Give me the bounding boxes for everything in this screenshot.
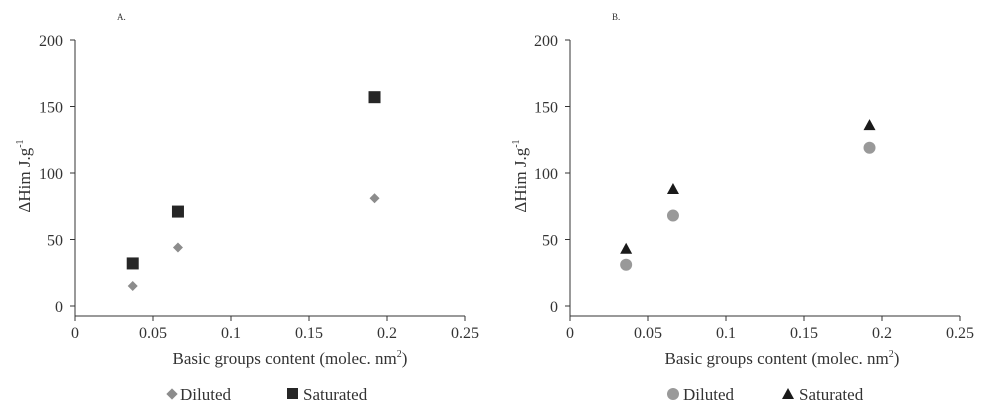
- y-tick-label-a: 0: [55, 299, 63, 316]
- y-axis-label-b: ΔHim J.g: [511, 147, 530, 212]
- legend-marker-diluted-b: [667, 388, 679, 400]
- y-tick-label-a: 150: [39, 100, 63, 117]
- point-diluted-a: [369, 193, 380, 204]
- x-axis-label-sup-b: 2: [889, 349, 894, 360]
- x-tick-label-a: 0.05: [139, 325, 167, 342]
- x-tick-label-b: 0.05: [634, 325, 662, 342]
- point-saturated-b: [666, 182, 679, 194]
- point-saturated-b: [863, 119, 876, 131]
- y-tick-label-a: 200: [39, 33, 63, 50]
- svg-text:Basic groups content (molec. n: Basic groups content (molec. nm2): [173, 349, 408, 368]
- y-axis-label-sup-b: -1: [511, 139, 522, 147]
- panel-label-b: B.: [612, 12, 620, 22]
- x-tick-label-b: 0.15: [790, 325, 818, 342]
- x-tick-label-a: 0.25: [451, 325, 479, 342]
- point-saturated-a: [368, 91, 381, 104]
- legend-a: Diluted Saturated: [166, 385, 368, 404]
- x-axis-label-end-b: ): [894, 349, 900, 368]
- y-axis-title-a: ΔHim J.g-1: [15, 139, 34, 212]
- legend-marker-saturated-a: [287, 388, 298, 399]
- point-saturated-a: [171, 205, 184, 218]
- y-axis-label-sup-a: -1: [15, 139, 26, 147]
- svg-text:Basic groups content (molec. n: Basic groups content (molec. nm2): [665, 349, 900, 368]
- y-tick-label-b: 50: [542, 233, 558, 250]
- legend-b: Diluted Saturated: [667, 385, 864, 404]
- y-axis-label-a: ΔHim J.g: [15, 147, 34, 212]
- legend-marker-diluted-a: [166, 388, 178, 400]
- legend-label-diluted-b: Diluted: [683, 385, 734, 404]
- y-tick-label-b: 200: [534, 33, 558, 50]
- x-axis-label-end-a: ): [402, 349, 408, 368]
- x-tick-label-a: 0.15: [295, 325, 323, 342]
- point-diluted-b: [620, 258, 633, 271]
- point-diluted-a: [127, 281, 138, 292]
- y-tick-label-b: 150: [534, 100, 558, 117]
- x-axis-label-b: Basic groups content (molec. nm: [665, 349, 889, 368]
- legend-label-saturated-a: Saturated: [303, 385, 368, 404]
- x-tick-label-a: 0: [71, 325, 79, 342]
- legend-label-diluted-a: Diluted: [180, 385, 231, 404]
- panel-label-a: A.: [117, 12, 126, 22]
- point-diluted-b: [666, 209, 679, 222]
- legend-label-saturated-b: Saturated: [799, 385, 864, 404]
- x-tick-label-b: 0.1: [716, 325, 736, 342]
- x-tick-label-a: 0.2: [377, 325, 397, 342]
- x-tick-label-b: 0.2: [872, 325, 892, 342]
- point-saturated-a: [126, 257, 139, 270]
- point-diluted-b: [863, 141, 876, 154]
- chart-panel-b: B. ΔHim J.g-1 Basic groups content (mole…: [511, 12, 974, 404]
- legend-marker-saturated-b: [782, 388, 794, 399]
- point-diluted-a: [172, 242, 183, 253]
- chart-panel-a: A. ΔHim J.g-1 Basic groups content (mole…: [15, 12, 479, 404]
- point-saturated-b: [620, 242, 633, 254]
- x-tick-label-b: 0.25: [946, 325, 974, 342]
- x-axis-label-a: Basic groups content (molec. nm: [173, 349, 397, 368]
- svg-text:ΔHim J.g-1: ΔHim J.g-1: [511, 139, 530, 212]
- x-tick-label-b: 0: [566, 325, 574, 342]
- y-tick-label-b: 0: [550, 299, 558, 316]
- x-tick-label-a: 0.1: [221, 325, 241, 342]
- y-tick-label-b: 100: [534, 166, 558, 183]
- x-axis-label-sup-a: 2: [397, 349, 402, 360]
- y-tick-label-a: 50: [47, 233, 63, 250]
- y-axis-title-b: ΔHim J.g-1: [511, 139, 530, 212]
- svg-text:ΔHim J.g-1: ΔHim J.g-1: [15, 139, 34, 212]
- y-tick-label-a: 100: [39, 166, 63, 183]
